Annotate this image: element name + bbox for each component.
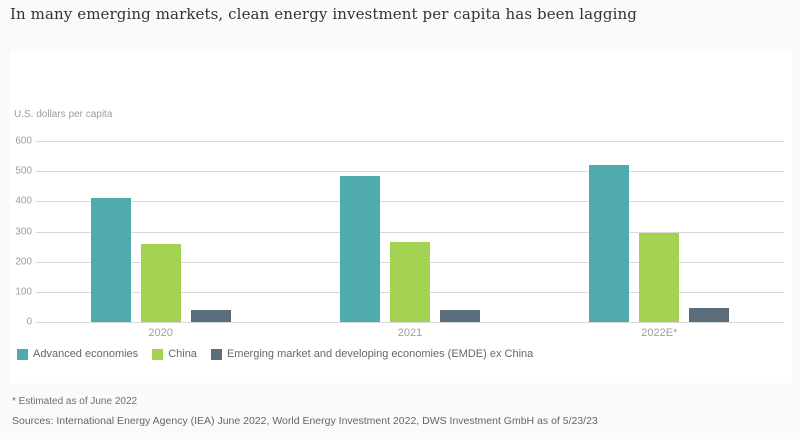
legend: Advanced economies China Emerging market a…	[17, 348, 547, 360]
page-title: In many emerging markets, clean energy i…	[10, 5, 637, 23]
y-axis: 0 100 200 300 400 500 600	[10, 136, 32, 328]
bar-emerging	[190, 309, 231, 322]
gridline	[36, 322, 784, 323]
bar-group	[535, 141, 784, 322]
y-axis-title: U.S. dollars per capita	[14, 109, 113, 120]
legend-label: Advanced economies	[33, 348, 139, 360]
y-tick-label: 300	[15, 226, 32, 237]
bar-advanced	[90, 198, 131, 322]
y-tick-label: 0	[26, 316, 32, 328]
legend-swatch	[210, 348, 222, 360]
sources: Sources: International Energy Agency (IE…	[12, 415, 598, 427]
legend-item: Advanced economies	[17, 348, 138, 360]
bar-china	[140, 243, 181, 322]
legend-swatch	[17, 348, 28, 360]
legend-swatch	[152, 348, 164, 360]
legend-label: Emerging market and developing economies…	[226, 348, 534, 360]
plot-area	[36, 141, 784, 323]
footnote: * Estimated as of June 2022	[12, 396, 138, 407]
x-tick-label: 2020	[148, 327, 173, 339]
gridline	[36, 231, 784, 233]
x-tick-label: 2021	[397, 327, 423, 339]
bar-china	[639, 233, 680, 322]
x-tick-label: 2022E*	[641, 327, 678, 339]
legend-item: China	[152, 348, 197, 360]
y-tick-label: 400	[15, 195, 32, 207]
y-tick-label: 200	[15, 256, 32, 268]
bar-group	[285, 141, 534, 322]
bar-emerging	[439, 309, 480, 322]
y-tick-label: 100	[15, 286, 32, 298]
bar-advanced	[589, 165, 630, 322]
y-tick-label: 500	[15, 165, 32, 177]
chart-card: U.S. dollars per capita 0 100 200 300 400 500…	[10, 51, 792, 383]
gridline	[36, 141, 784, 142]
gridline	[36, 171, 784, 173]
x-axis: 2020 2021 2022E*	[36, 327, 784, 339]
y-tick-label: 600	[15, 135, 32, 147]
bar-groups	[36, 141, 784, 322]
gridline	[36, 201, 784, 203]
legend-label: China	[168, 348, 197, 360]
bar-advanced	[339, 175, 380, 322]
bar-emerging	[689, 308, 730, 322]
legend-item: Emerging market and developing economies…	[210, 348, 534, 360]
bar-group	[36, 141, 285, 322]
bar-china	[389, 242, 430, 322]
